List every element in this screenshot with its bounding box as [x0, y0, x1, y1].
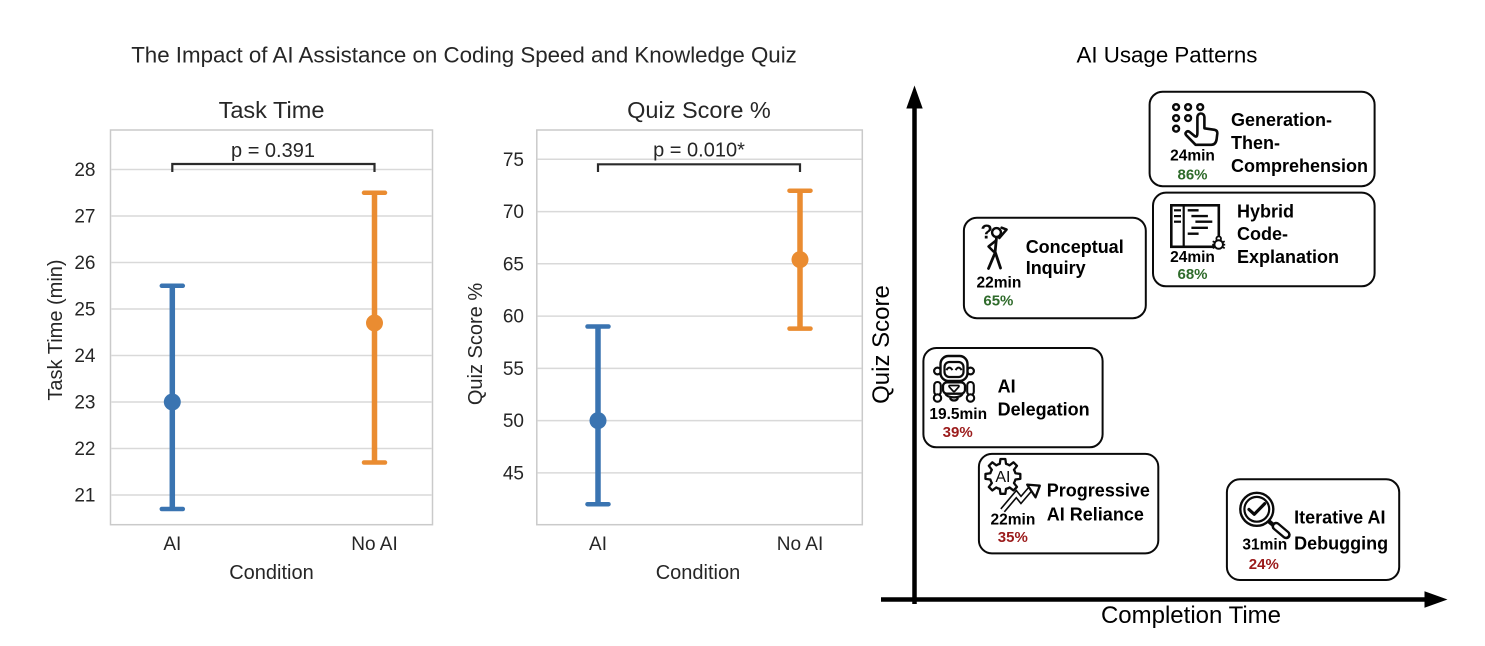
svg-text:39%: 39%: [943, 424, 973, 441]
svg-text:AI: AI: [995, 469, 1010, 486]
svg-text:23: 23: [74, 393, 95, 414]
svg-text:60: 60: [503, 307, 524, 328]
svg-text:p = 0.391: p = 0.391: [231, 140, 315, 162]
svg-text:Debugging: Debugging: [1294, 534, 1388, 554]
svg-text:Progressive: Progressive: [1047, 481, 1150, 501]
svg-text:No AI: No AI: [777, 534, 823, 555]
svg-text:27: 27: [74, 207, 95, 228]
svg-text:Inquiry: Inquiry: [1026, 258, 1086, 278]
svg-text:AI: AI: [998, 376, 1016, 396]
svg-text:31min: 31min: [1242, 537, 1287, 554]
svg-text:75: 75: [503, 150, 524, 171]
svg-text:No AI: No AI: [351, 534, 397, 555]
svg-text:24: 24: [74, 346, 96, 367]
svg-text:Task Time: Task Time: [219, 97, 325, 123]
svg-text:22: 22: [74, 439, 95, 460]
svg-text:AI: AI: [589, 534, 607, 555]
svg-text:21: 21: [74, 486, 95, 507]
svg-text:The Impact of AI Assistance on: The Impact of AI Assistance on Coding Sp…: [131, 43, 797, 68]
svg-text:45: 45: [503, 463, 524, 484]
svg-text:19.5min: 19.5min: [929, 406, 987, 423]
svg-text:Condition: Condition: [229, 562, 314, 584]
svg-text:Quiz Score %: Quiz Score %: [465, 283, 487, 405]
svg-text:24%: 24%: [1249, 556, 1279, 573]
svg-text:65%: 65%: [983, 293, 1013, 310]
svg-text:Delegation: Delegation: [998, 400, 1090, 420]
svg-text:22min: 22min: [990, 511, 1035, 528]
svg-text:28: 28: [74, 160, 95, 181]
svg-text:70: 70: [503, 202, 524, 223]
svg-text:55: 55: [503, 359, 524, 380]
svg-text:25: 25: [74, 300, 95, 321]
svg-text:Explanation: Explanation: [1237, 247, 1339, 267]
svg-text:Iterative AI: Iterative AI: [1294, 508, 1385, 528]
svg-text:Comprehension: Comprehension: [1231, 156, 1368, 176]
svg-text:35%: 35%: [998, 529, 1028, 546]
svg-text:Quiz Score: Quiz Score: [868, 285, 895, 404]
svg-text:22min: 22min: [976, 275, 1021, 292]
svg-text:AI Usage Patterns: AI Usage Patterns: [1077, 43, 1258, 68]
svg-text:Condition: Condition: [656, 562, 741, 584]
svg-text:Quiz Score %: Quiz Score %: [627, 97, 771, 123]
svg-text:Completion Time: Completion Time: [1101, 602, 1281, 629]
svg-text:Code-: Code-: [1237, 224, 1288, 244]
svg-text:Then-: Then-: [1231, 133, 1280, 153]
svg-text:AI: AI: [163, 534, 181, 555]
svg-text:?: ?: [981, 222, 993, 244]
svg-text:p = 0.010*: p = 0.010*: [653, 140, 745, 162]
svg-text:24min: 24min: [1170, 147, 1215, 164]
svg-text:86%: 86%: [1177, 167, 1207, 184]
svg-text:50: 50: [503, 411, 524, 432]
svg-text:68%: 68%: [1177, 266, 1207, 283]
svg-text:65: 65: [503, 254, 524, 275]
svg-text:Conceptual: Conceptual: [1026, 237, 1124, 257]
svg-text:AI Reliance: AI Reliance: [1047, 505, 1144, 525]
svg-text:26: 26: [74, 253, 95, 274]
svg-text:24min: 24min: [1170, 249, 1215, 266]
svg-text:Hybrid: Hybrid: [1237, 201, 1294, 221]
svg-text:Task Time (min): Task Time (min): [45, 259, 67, 400]
svg-text:Generation-: Generation-: [1231, 110, 1332, 130]
